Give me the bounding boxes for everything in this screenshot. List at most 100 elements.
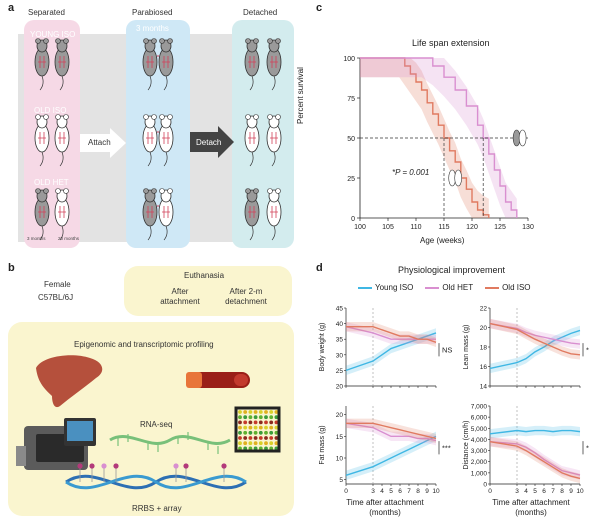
euthanasia-box [124, 266, 292, 316]
series-line [345, 422, 437, 442]
array-dot [243, 415, 248, 420]
array-dot [253, 420, 258, 425]
x-tick-label: 100 [354, 224, 366, 231]
lollipop-head [113, 463, 119, 469]
x-tick-label: 8 [560, 488, 564, 495]
microarray-icon [234, 406, 281, 453]
liver-icon [36, 355, 103, 408]
mouse-icon [142, 114, 158, 167]
array-dot [258, 410, 263, 414]
array-dot [269, 441, 274, 446]
detached-box [232, 20, 294, 248]
x-tick-label: 8 [416, 488, 420, 495]
panel-b-label: b [8, 262, 15, 274]
xlabel-left: Time after attachment (months) [340, 498, 430, 518]
row-old: OLD ISO [34, 106, 67, 115]
ci-band [490, 436, 580, 484]
panel-c-ylabel: Percent survival [296, 67, 305, 124]
mouse-icon [158, 188, 174, 241]
array-dot [238, 436, 242, 440]
y-tick-label: 10 [336, 456, 344, 463]
array-dot [274, 430, 279, 435]
x-tick-label: 4 [524, 488, 528, 495]
lollipop-head [101, 463, 107, 469]
y-tick-label: 2,000 [471, 459, 488, 466]
row-het: OLD HET [34, 178, 69, 187]
survival-line [360, 57, 490, 218]
x-tick-label: 9 [569, 488, 573, 495]
mouse-icon [266, 38, 282, 91]
y-tick-label: 5 [339, 477, 343, 484]
y-axis-label: Body weight (g) [319, 323, 326, 372]
attach-label: Attach [88, 138, 111, 147]
x-tick-label: 115 [438, 224, 449, 231]
mouse-icon [266, 188, 282, 241]
array-dot [243, 441, 248, 446]
x-tick-label: 6 [542, 488, 546, 495]
y-tick-label: 20 [480, 325, 488, 332]
array-dot [243, 446, 248, 451]
female-label: Female [44, 280, 71, 289]
ci-band [346, 418, 436, 444]
array-dot [264, 420, 268, 425]
array-dot [248, 410, 253, 414]
x-tick-label: 5 [389, 488, 393, 495]
mouse-icon [266, 114, 282, 167]
array-dot [258, 425, 263, 430]
lollipop-head [77, 463, 83, 469]
xlabel-right-1: Time after attachment [492, 498, 570, 507]
array-dot [248, 441, 253, 446]
y-tick-label: 4,000 [471, 437, 488, 444]
legend-old: Old ISO [485, 283, 531, 292]
array-dot [243, 430, 248, 435]
array-dot [274, 441, 279, 446]
ci-band [346, 322, 436, 344]
series-line [489, 329, 581, 370]
panel-c-label: c [316, 2, 323, 14]
lollipop-head [89, 463, 95, 469]
array-dot [264, 415, 268, 420]
series-line [489, 322, 581, 356]
significance-label: * [586, 443, 589, 452]
detach-arrow [190, 126, 234, 158]
x-tick-label: 110 [410, 224, 421, 231]
array-dot [264, 446, 268, 451]
mouse-icon [158, 114, 174, 167]
row-young: YOUNG ISO [30, 30, 76, 39]
mouse-icon [244, 114, 260, 167]
y-tick-label: 1,000 [471, 470, 488, 477]
lollipop-head [173, 463, 179, 469]
array-dot [253, 415, 258, 420]
array-dot [269, 410, 274, 414]
array-dot [269, 420, 274, 425]
mouse-icon [244, 38, 260, 91]
series-line [346, 326, 437, 343]
ci-band [490, 436, 580, 480]
mouse-icon [244, 188, 260, 241]
array-dot [269, 415, 274, 420]
legend-young: Young ISO [358, 283, 413, 292]
array-frame [234, 406, 281, 453]
x-tick-label: 3 [515, 488, 519, 495]
y-tick-label: 25 [336, 368, 344, 375]
x-tick-label: 7 [407, 488, 411, 495]
y-tick-label: 100 [343, 56, 355, 63]
array-dot [258, 420, 263, 425]
x-tick-label: 125 [494, 224, 506, 231]
mouse-icon [54, 38, 70, 91]
ci-band [490, 425, 580, 439]
panel-d-title: Physiological improvement [398, 265, 506, 275]
y-tick-label: 20 [336, 412, 344, 419]
array-dot [274, 415, 279, 420]
ci-band [346, 418, 436, 446]
series-line [345, 435, 437, 476]
y-axis-label: Distance (cm/h) [463, 420, 470, 469]
euthanasia-label: Euthanasia [184, 271, 225, 280]
legend-het: Old HET [425, 283, 473, 292]
array-dot [274, 425, 279, 430]
y-tick-label: 0 [483, 482, 487, 489]
array-dot [274, 410, 279, 414]
profiling-label: Epigenomic and transcriptomic profiling [74, 340, 214, 349]
separated-box [24, 20, 80, 248]
